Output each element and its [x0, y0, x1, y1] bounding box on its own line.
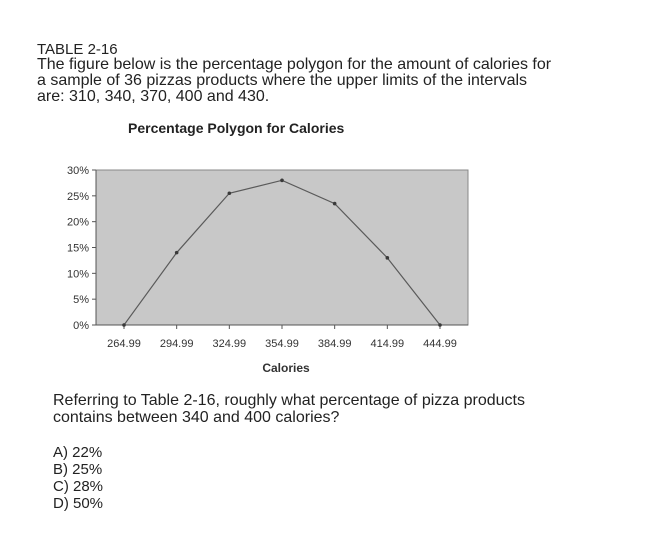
- question-text: Referring to Table 2-16, roughly what pe…: [53, 392, 633, 426]
- percentage-polygon-chart: 0% 5% 10% 15% 20% 25% 30% 264.99 294.99 324.99 35…: [67, 165, 469, 375]
- x-tick-group: 264.99 294.99 324.99 354.99 384.99 414.99 444.…: [107, 325, 457, 350]
- data-point: [122, 323, 126, 327]
- x-tick-label: 264.99: [107, 338, 141, 350]
- question-line: Referring to Table 2-16, roughly what pe…: [53, 392, 525, 409]
- intro-text: The figure below is the percentage polyg…: [37, 57, 637, 105]
- intro-line: are: 310, 340, 370, 400 and 430.: [37, 88, 270, 105]
- y-tick-label: 10%: [67, 268, 89, 280]
- intro-line: The figure below is the percentage polyg…: [37, 56, 552, 73]
- option-c: C) 28%: [53, 478, 104, 495]
- y-tick-label: 15%: [67, 243, 89, 255]
- chart-title: Percentage Polygon for Calories: [128, 120, 345, 136]
- question-line: contains between 340 and 400 calories?: [53, 409, 340, 426]
- point-group: [122, 178, 442, 327]
- y-tick-group: 0% 5% 10% 15% 20% 25% 30%: [67, 165, 96, 332]
- x-tick-label: 384.99: [318, 338, 352, 350]
- y-tick-label: 5%: [73, 294, 89, 306]
- x-tick-label: 294.99: [160, 338, 194, 350]
- data-point: [227, 191, 232, 196]
- y-tick-label: 25%: [67, 191, 89, 203]
- y-tick-label: 30%: [67, 165, 89, 177]
- option-a: A) 22%: [53, 444, 103, 461]
- x-axis-label: Calories: [262, 361, 310, 375]
- data-point: [332, 201, 337, 206]
- x-tick-label: 354.99: [265, 338, 299, 350]
- option-b: B) 25%: [53, 461, 103, 478]
- answer-options: A) 22% B) 25% C) 28% D) 50%: [53, 444, 103, 512]
- data-point: [438, 323, 442, 327]
- data-point: [174, 250, 179, 255]
- y-tick-label: 0%: [73, 320, 89, 332]
- x-tick-label: 444.99: [423, 338, 457, 350]
- table-label: TABLE 2-16: [37, 41, 118, 58]
- option-d: D) 50%: [53, 495, 104, 512]
- data-point: [385, 256, 390, 260]
- x-tick-label: 414.99: [371, 338, 405, 350]
- data-point: [280, 178, 284, 183]
- plot-area: [95, 169, 469, 326]
- y-tick-label: 20%: [67, 217, 89, 229]
- x-tick-label: 324.99: [213, 338, 247, 350]
- intro-line: a sample of 36 pizzas products where the…: [37, 72, 528, 89]
